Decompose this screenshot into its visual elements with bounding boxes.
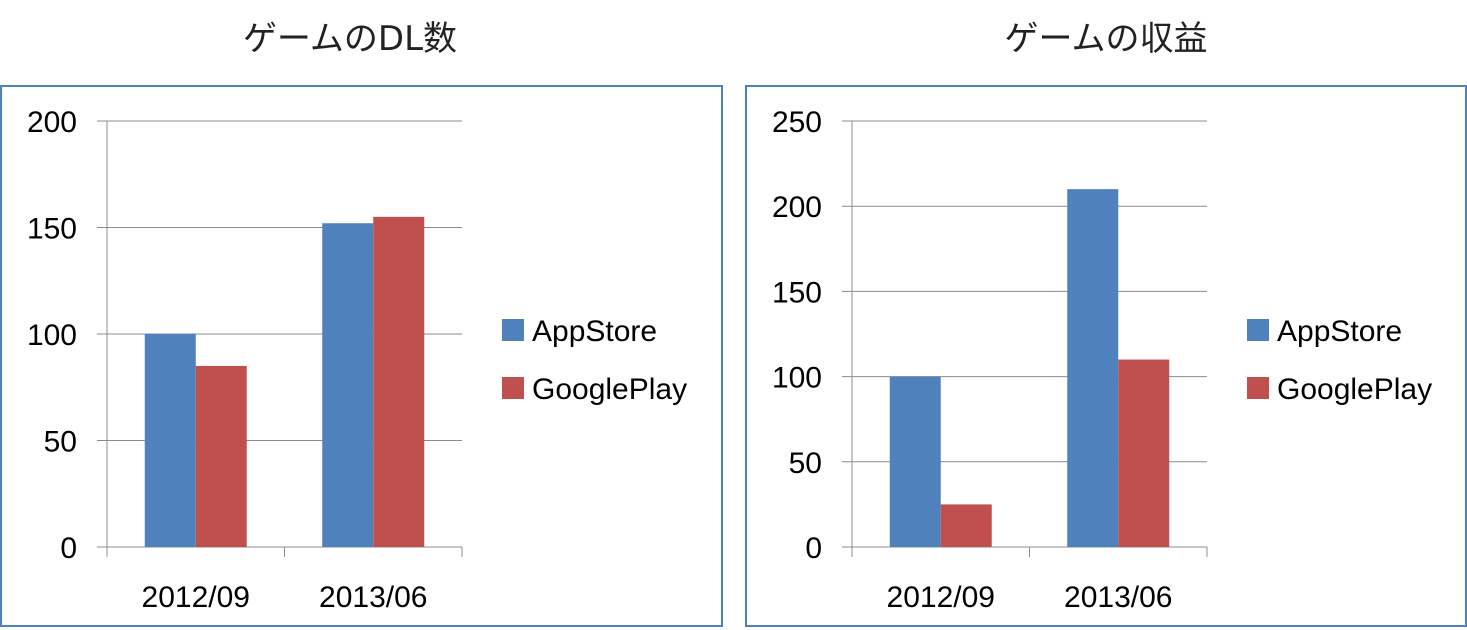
- y-tick-label: 0: [805, 532, 822, 565]
- legend-swatch-googleplay: [1247, 377, 1269, 399]
- y-tick-label: 100: [772, 362, 822, 395]
- x-category-label: 2013/06: [319, 581, 427, 614]
- bar-googleplay-1: [1118, 359, 1170, 547]
- bar-googleplay-0: [940, 504, 992, 547]
- legend-label-appstore: AppStore: [1277, 315, 1402, 348]
- bar-appstore-1: [322, 223, 374, 548]
- chart-panel-revenue: 0 50 100 150 200 250 2012/09 2013/06 AppStore Goo…: [745, 85, 1467, 627]
- bar-appstore-0: [144, 334, 196, 547]
- bar-googleplay-0: [195, 365, 247, 547]
- y-tick-label: 50: [789, 447, 822, 480]
- chart-title-revenue: ゲームの収益: [1004, 19, 1208, 59]
- y-tick-label: 200: [772, 191, 822, 224]
- legend-label-googleplay: GooglePlay: [532, 373, 687, 406]
- y-tick-label: 0: [60, 532, 77, 565]
- y-tick-label: 200: [27, 106, 77, 139]
- x-category-label: 2012/09: [887, 581, 995, 614]
- bar-appstore-0: [889, 376, 941, 547]
- legend-swatch-googleplay: [502, 377, 524, 399]
- bar-appstore-1: [1067, 189, 1119, 547]
- chart-title-downloads: ゲームのDL数: [242, 19, 458, 59]
- x-category-label: 2013/06: [1064, 581, 1172, 614]
- bar-googleplay-1: [373, 216, 425, 547]
- downloads-bar-chart: 0 50 100 150 200 2012/09 2013/06 AppStore Google…: [27, 106, 687, 614]
- y-tick-label: 100: [27, 319, 77, 352]
- legend-swatch-appstore: [502, 319, 524, 341]
- legend-label-appstore: AppStore: [532, 315, 657, 348]
- y-tick-label: 50: [44, 426, 77, 459]
- legend-swatch-appstore: [1247, 319, 1269, 341]
- y-tick-label: 150: [27, 213, 77, 246]
- revenue-bar-chart: 0 50 100 150 200 250 2012/09 2013/06 AppStore Goo…: [772, 106, 1432, 614]
- chart-panel-downloads: 0 50 100 150 200 2012/09 2013/06 AppStore Google…: [0, 85, 723, 627]
- y-tick-label: 150: [772, 276, 822, 309]
- legend-label-googleplay: GooglePlay: [1277, 373, 1432, 406]
- y-tick-label: 250: [772, 106, 822, 139]
- x-category-label: 2012/09: [142, 581, 250, 614]
